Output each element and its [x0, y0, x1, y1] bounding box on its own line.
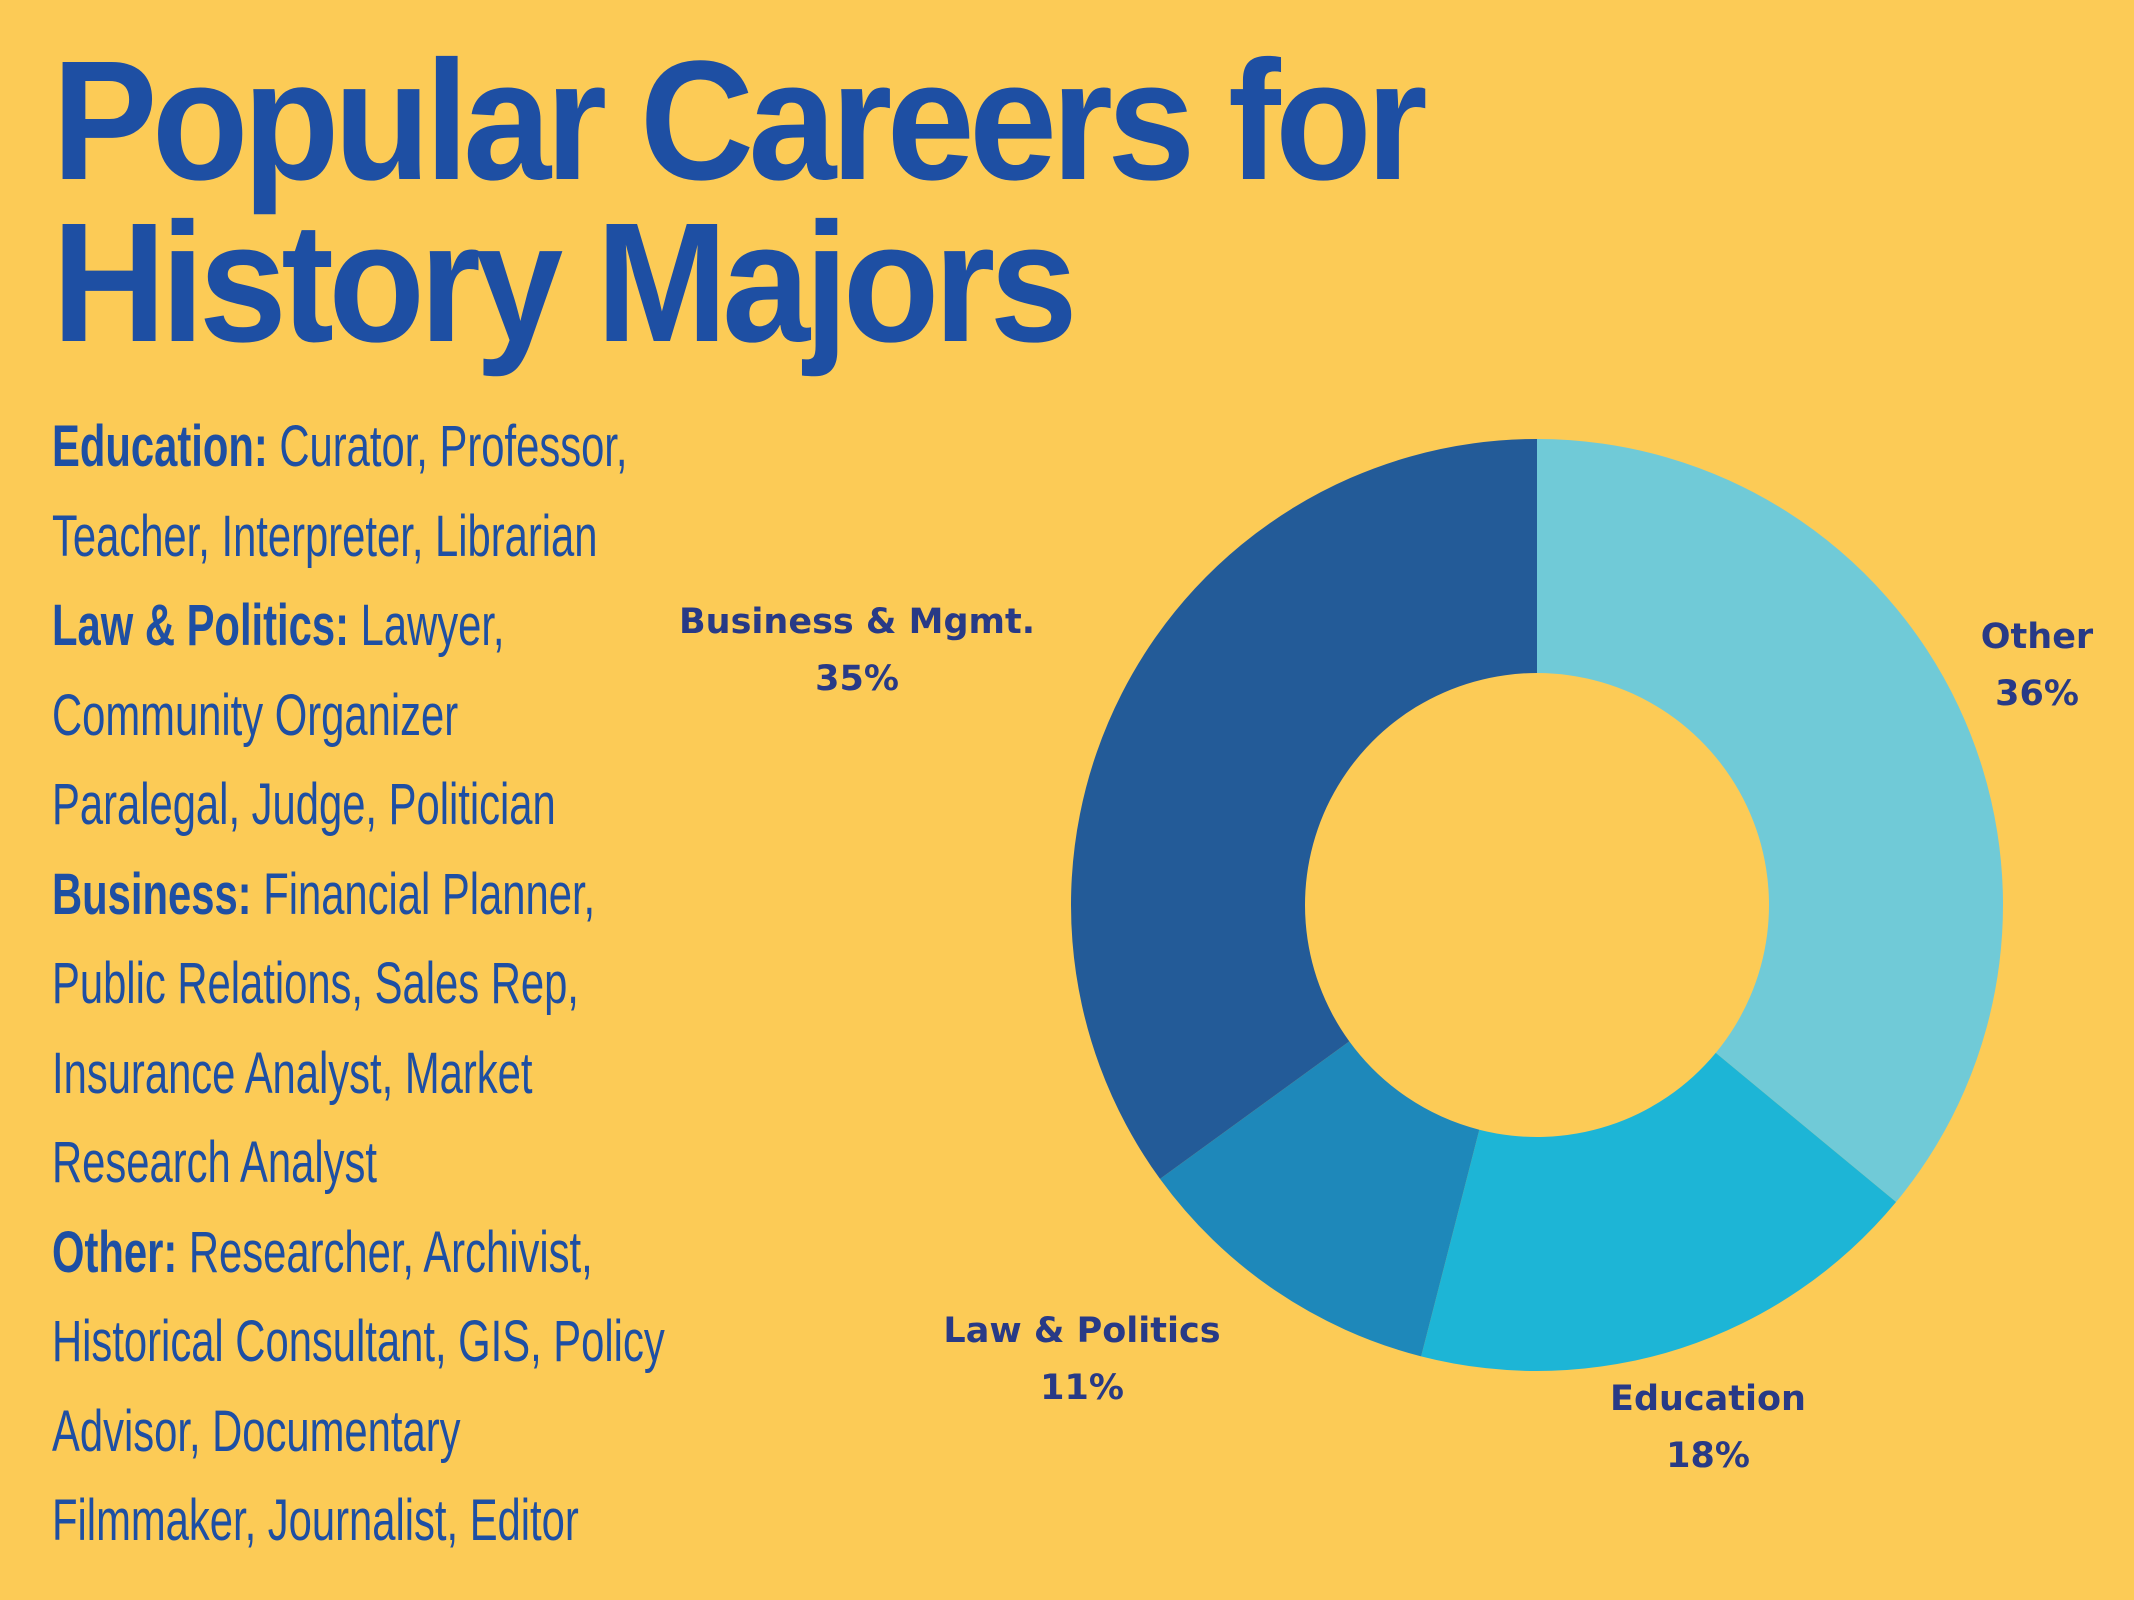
career-line: Teacher, Interpreter, Librarian — [52, 507, 665, 598]
career-text: Researcher, Archivist, — [177, 1219, 593, 1285]
career-text: Insurance Analyst, Market — [52, 1040, 533, 1106]
slice-law-politics — [1159, 1041, 1480, 1357]
slice-business-mgmt — [1070, 439, 1537, 1179]
career-line: Filmmaker, Journalist, Editor — [52, 1492, 665, 1582]
slice-other — [1537, 439, 2003, 1203]
slice-name-label: Education — [1610, 1379, 1806, 1419]
page-title: Popular Careers for History Majors — [52, 26, 1525, 378]
category-label: Education: — [52, 414, 268, 479]
career-text: Community Organizer — [52, 682, 459, 748]
slice-name-label: Other — [1981, 617, 2094, 657]
career-line: Research Analyst — [52, 1134, 665, 1224]
category-label: Business: — [52, 861, 252, 927]
slice-name-label: Law & Politics — [943, 1311, 1220, 1351]
slice-name-label: Business & Mgmt. — [679, 602, 1035, 642]
career-text: Public Relations, Sales Rep, — [52, 951, 579, 1016]
career-text: Historical Consultant, GIS, Policy — [52, 1309, 665, 1374]
career-line: Insurance Analyst, Market — [52, 1044, 665, 1135]
slice-education — [1421, 1052, 1897, 1371]
career-text: Advisor, Documentary — [52, 1398, 461, 1464]
career-line: Education: Curator, Professor, — [52, 418, 665, 508]
slice-value-label: 36% — [1995, 674, 2079, 714]
slice-value-label: 11% — [1040, 1368, 1124, 1408]
career-text: Lawyer, — [349, 593, 505, 658]
career-line: Paralegal, Judge, Politician — [52, 776, 665, 866]
career-list: Education: Curator, Professor, Teacher, I… — [52, 418, 903, 1582]
career-text: Paralegal, Judge, Politician — [52, 772, 556, 837]
category-label: Law & Politics: — [52, 593, 350, 658]
career-line: Other: Researcher, Archivist, — [52, 1223, 665, 1314]
title-line-2: History Majors — [52, 188, 1078, 378]
career-line: Public Relations, Sales Rep, — [52, 955, 665, 1045]
career-line: Business: Financial Planner, — [52, 865, 665, 956]
career-line: Advisor, Documentary — [52, 1402, 665, 1493]
title-line-1: Popular Careers for — [52, 26, 1428, 216]
career-line: Community Organizer — [52, 686, 665, 777]
slice-value-label: 18% — [1666, 1436, 1750, 1476]
career-line: Law & Politics: Lawyer, — [52, 597, 665, 687]
career-text: Filmmaker, Journalist, Editor — [52, 1488, 579, 1553]
career-text: Teacher, Interpreter, Librarian — [52, 503, 598, 569]
career-text: Curator, Professor, — [267, 414, 628, 479]
category-label: Other: — [52, 1219, 178, 1285]
career-line: Historical Consultant, GIS, Policy — [52, 1313, 665, 1403]
career-text: Financial Planner, — [251, 861, 596, 927]
slice-value-label: 35% — [815, 659, 899, 699]
career-text: Research Analyst — [52, 1130, 377, 1195]
